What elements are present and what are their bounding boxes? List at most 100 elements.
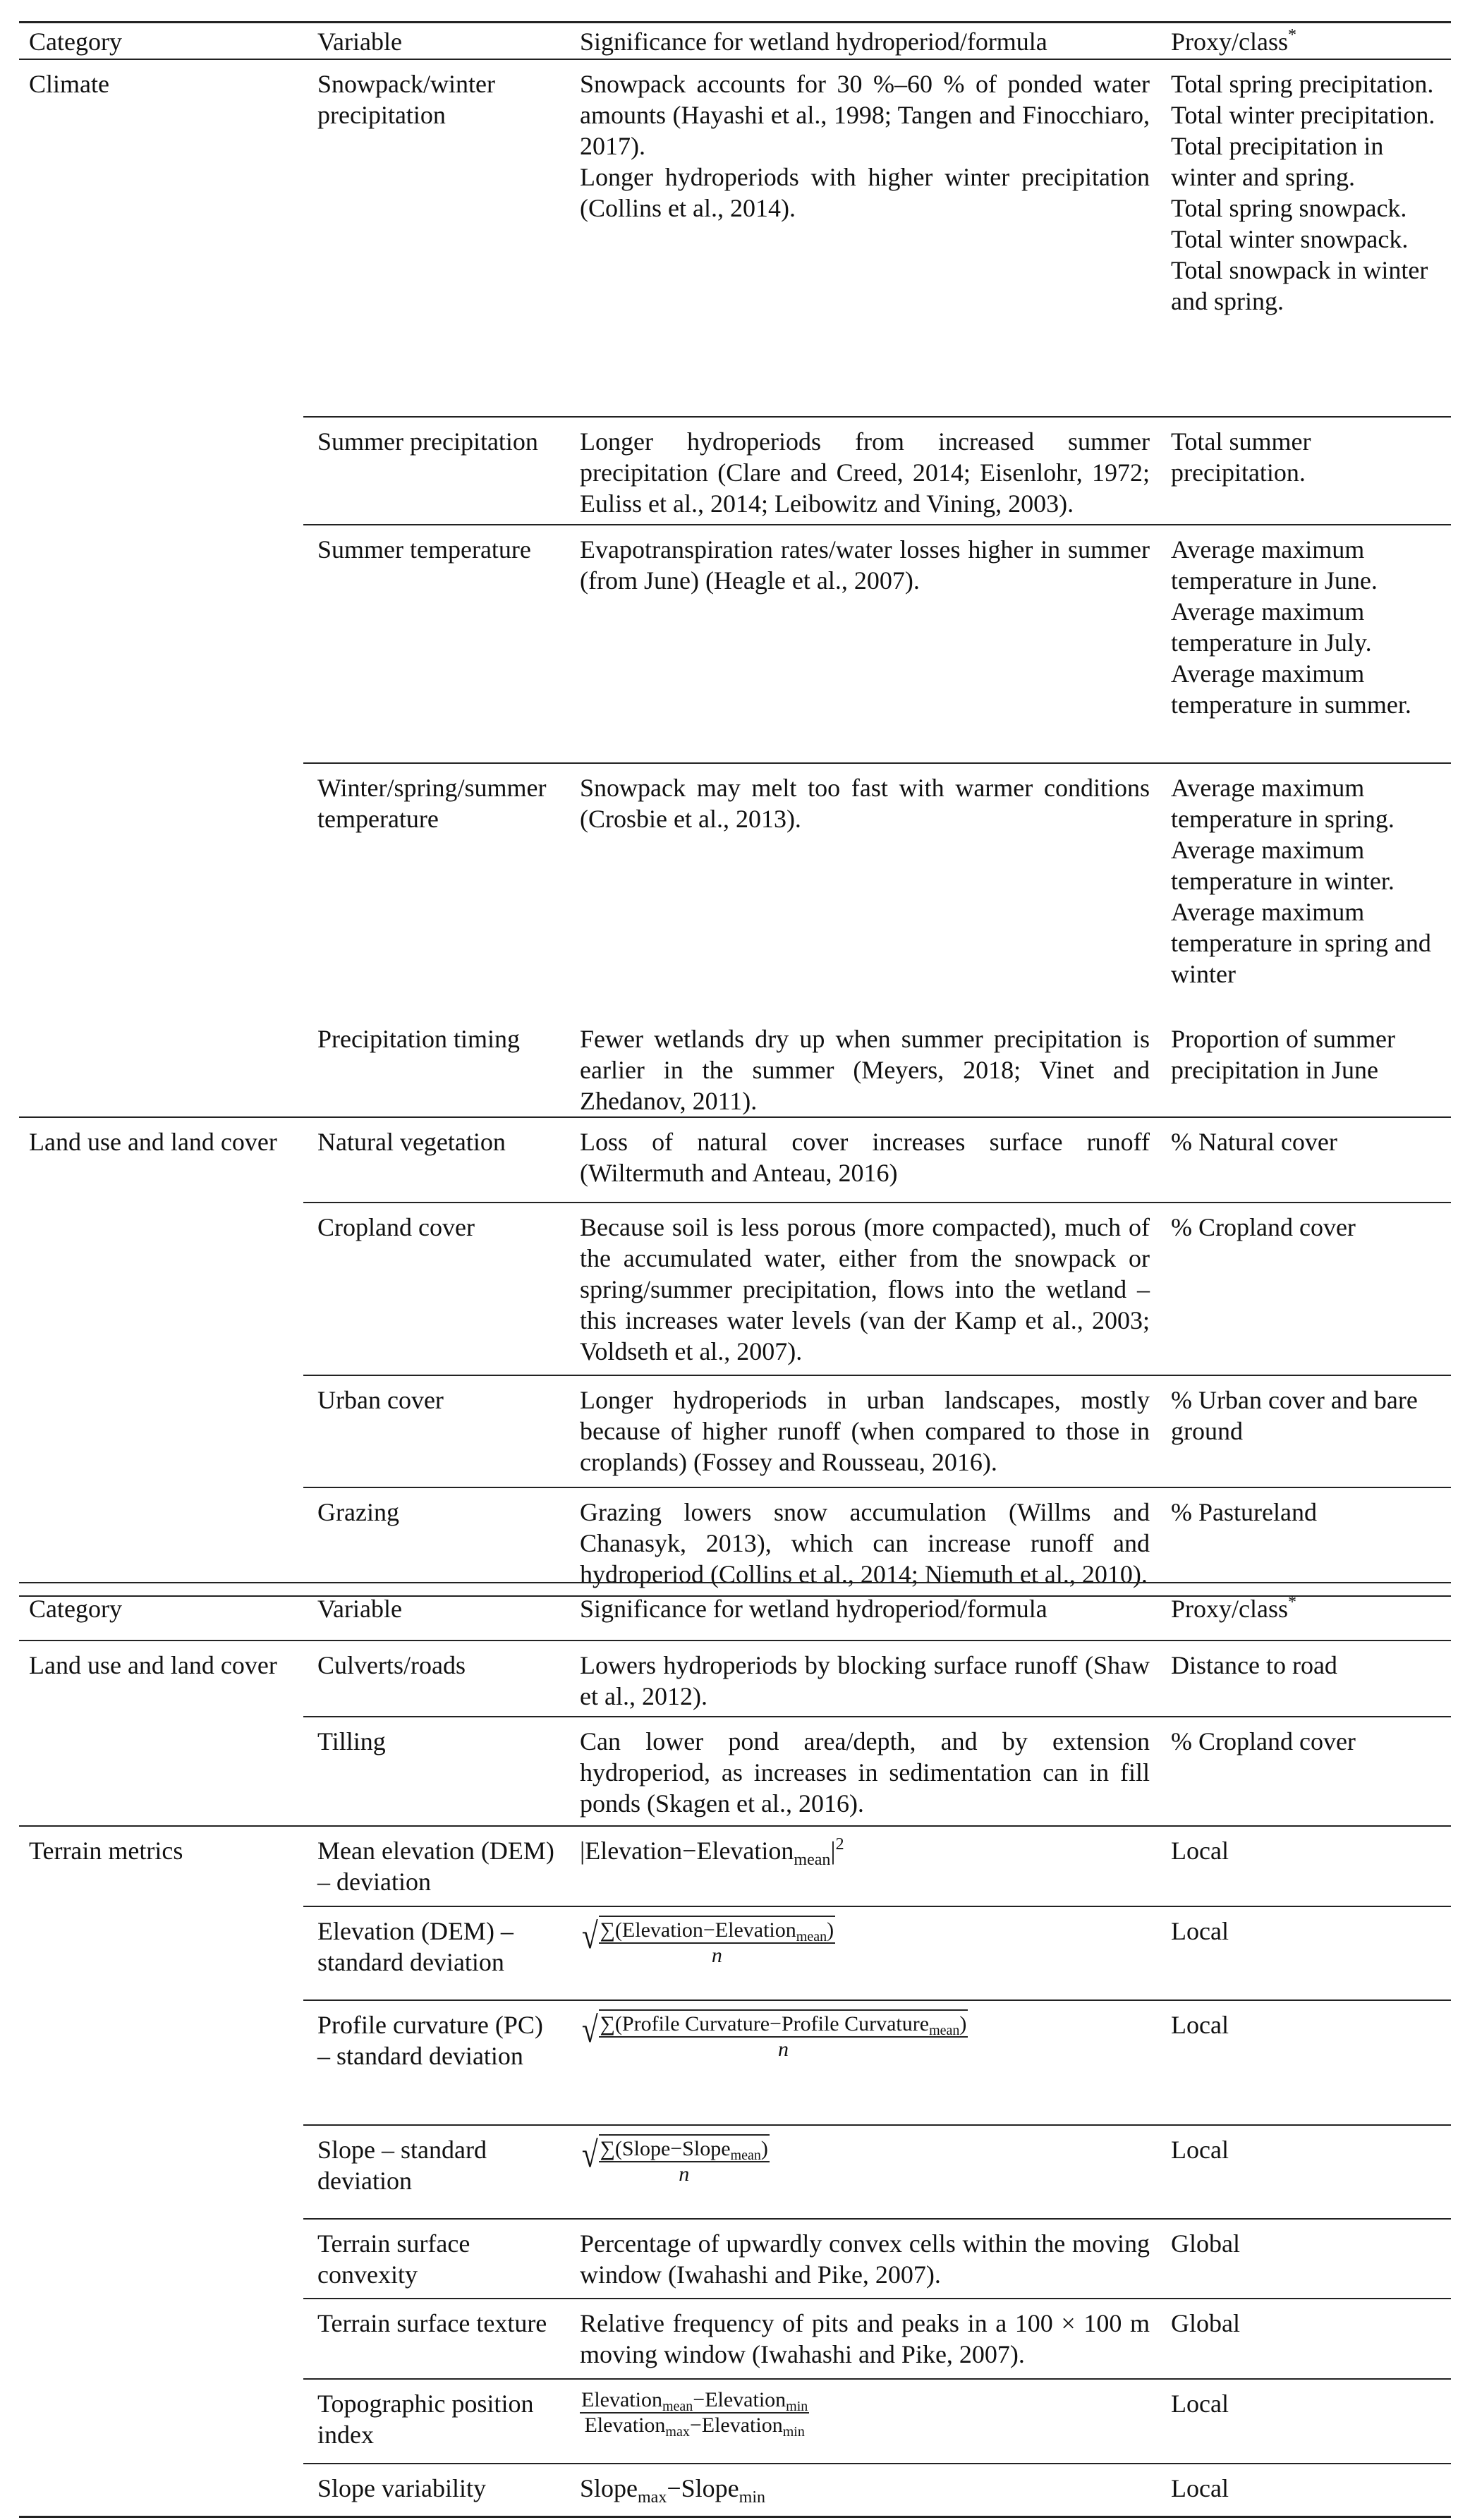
significance-cell: Fewer wetlands dry up when summer precip…	[566, 1015, 1157, 1117]
table-row: Slope – standard deviation √ ∑(Slope−Slope…	[19, 2124, 1451, 2219]
proxy-item: % Urban cover and bare ground	[1171, 1385, 1418, 1445]
formula-subscript: mean	[796, 1929, 827, 1944]
formula-square-root: √ ∑(Slope−Slopemean) n	[580, 2134, 770, 2186]
proxy-item: Average maximum temperature in summer.	[1171, 659, 1411, 719]
proxy-item: Total winter precipitation.	[1171, 100, 1435, 129]
proxy-cell: Local	[1157, 1906, 1451, 2000]
formula-subscript: min	[786, 2399, 808, 2414]
formula-subscript: mean	[794, 1851, 831, 1869]
significance-cell: Snowpack accounts for 30 %–60 % of ponde…	[566, 59, 1157, 417]
formula-subscript: mean	[730, 2148, 761, 2163]
variables-table-part-2: Category Variable Significance for wetla…	[19, 1582, 1451, 2518]
variable-cell: Summer temperature	[303, 523, 566, 763]
proxy-cell: Total summer precipitation.	[1157, 415, 1451, 525]
proxy-item: Average maximum temperature in June.	[1171, 535, 1378, 595]
formula: Slopemax−Slopemin	[580, 2474, 765, 2506]
formula-text: )	[760, 2137, 768, 2160]
proxy-cell: Local	[1157, 2124, 1451, 2219]
proxy-item: Local	[1171, 1837, 1229, 1865]
significance-text: Loss of natural cover increases surface …	[580, 1127, 1150, 1187]
category-cell: Terrain metrics	[19, 1825, 303, 1906]
proxy-cell: Local	[1157, 2463, 1451, 2516]
header-proxy: Proxy/class*	[1157, 22, 1451, 60]
formula-superscript: 2	[835, 1835, 844, 1854]
header-proxy-footnote-mark: *	[1288, 26, 1296, 44]
header-proxy: Proxy/class*	[1157, 1583, 1451, 1641]
formula-text: |	[830, 1837, 836, 1865]
proxy-item: Total precipitation in winter and spring…	[1171, 131, 1384, 191]
formula-fraction: ∑(Profile Curvature−Profile Curvaturemea…	[598, 2009, 968, 2062]
radical-sign-icon: √	[581, 2135, 598, 2175]
formula-text: Elevation	[584, 2414, 666, 2437]
proxy-cell: Global	[1157, 2298, 1451, 2379]
proxy-item: Total summer precipitation.	[1171, 427, 1311, 487]
variable-cell: Cropland cover	[303, 1201, 566, 1375]
significance-text: Snowpack accounts for 30 %–60 % of ponde…	[580, 69, 1150, 160]
proxy-cell: % Natural cover	[1157, 1116, 1451, 1203]
significance-cell: Elevationmean−Elevationmin Elevationmax−E…	[566, 2378, 1157, 2464]
variable-cell: Snowpack/winter precipitation	[317, 69, 495, 129]
significance-cell: Longer hydroperiods from increased summe…	[566, 415, 1157, 525]
formula-subscript: min	[782, 2424, 805, 2440]
proxy-item: % Pastureland	[1171, 1497, 1317, 1526]
formula-fraction: ∑(Slope−Slopemean) n	[598, 2134, 770, 2186]
formula-text: −Slope	[667, 2474, 739, 2502]
significance-cell: Snowpack may melt too fast with warmer c…	[566, 762, 1157, 1015]
formula-fraction: Elevationmean−Elevationmin Elevationmax−E…	[580, 2388, 810, 2440]
category-cell	[19, 1717, 303, 1826]
formula-subscript: mean	[929, 2023, 960, 2038]
category-cell: Land use and land cover	[19, 1116, 303, 1203]
proxy-item: Global	[1171, 2309, 1240, 2337]
significance-text: Longer hydroperiods in urban landscapes,…	[580, 1385, 1150, 1476]
table-row: Elevation (DEM) – standard deviation √ ∑(E…	[19, 1906, 1451, 2000]
proxy-cell: Local	[1157, 2378, 1451, 2464]
header-proxy-label: Proxy/class	[1171, 28, 1288, 56]
significance-cell: Longer hydroperiods in urban landscapes,…	[566, 1374, 1157, 1487]
significance-cell: Evapotranspiration rates/water losses hi…	[566, 523, 1157, 763]
header-proxy-label: Proxy/class	[1171, 1595, 1288, 1623]
variable-cell: Topographic position index	[303, 2378, 566, 2464]
proxy-cell: % Cropland cover	[1157, 1201, 1451, 1375]
formula-square-root: √ ∑(Elevation−Elevationmean) n	[580, 1916, 836, 1968]
category-cell	[19, 525, 303, 763]
proxy-cell: % Cropland cover	[1157, 1716, 1451, 1826]
significance-cell: √ ∑(Elevation−Elevationmean) n	[566, 1906, 1157, 2000]
formula-subscript: mean	[662, 2399, 693, 2414]
formula-text: |Elevation−Elevation	[580, 1837, 794, 1865]
variable-cell: Summer precipitation	[303, 415, 566, 525]
significance-text: Longer hydroperiods with higher winter p…	[580, 162, 1150, 222]
category-cell	[19, 1375, 303, 1487]
proxy-item: Global	[1171, 2229, 1240, 2258]
formula-text: −Elevation	[693, 2388, 786, 2411]
radical-sign-icon: √	[581, 1916, 598, 1956]
formula-text: ∑(Slope−Slope	[600, 2137, 731, 2160]
variable-cell: Slope variability	[303, 2463, 566, 2516]
proxy-item: Total spring precipitation.	[1171, 69, 1434, 98]
proxy-cell: % Pastureland	[1157, 1486, 1451, 1596]
formula-fraction: ∑(Elevation−Elevationmean) n	[598, 1916, 836, 1968]
formula-denominator: n	[778, 2038, 789, 2062]
formula-denominator: Elevationmax−Elevationmin	[584, 2414, 805, 2440]
category-cell	[19, 763, 303, 1015]
table-header-row: Category Variable Significance for wetla…	[19, 1583, 1451, 1641]
category-cell	[19, 2125, 303, 2219]
proxy-item: Distance to road	[1171, 1651, 1337, 1679]
formula-numerator: Elevationmean−Elevationmin	[580, 2388, 810, 2414]
header-category: Category	[19, 1583, 303, 1641]
table-row: Terrain surface texture Relative frequenc…	[19, 2298, 1451, 2379]
significance-text: Longer hydroperiods from increased summe…	[580, 427, 1150, 518]
table-row: Profile curvature (PC) – standard deviat…	[19, 1999, 1451, 2125]
significance-cell: √ ∑(Profile Curvature−Profile Curvatureme…	[566, 1999, 1157, 2125]
category-cell	[19, 1015, 303, 1117]
formula-text: ∑(Profile Curvature−Profile Curvature	[600, 2012, 930, 2035]
variable-cell: Urban cover	[303, 1374, 566, 1487]
proxy-item: Average maximum temperature in winter.	[1171, 835, 1395, 895]
proxy-cell: Global	[1157, 2218, 1451, 2299]
radical-sign-icon: √	[581, 2010, 598, 2050]
formula-text: −Elevation	[689, 2414, 783, 2437]
formula-subscript: max	[638, 2488, 667, 2507]
variable-cell: Grazing	[303, 1486, 566, 1596]
proxy-cell: Average maximum temperature in spring. Av…	[1157, 762, 1451, 1015]
significance-text: Fewer wetlands dry up when summer precip…	[580, 1024, 1150, 1115]
formula-variable-n: n	[679, 2162, 690, 2186]
